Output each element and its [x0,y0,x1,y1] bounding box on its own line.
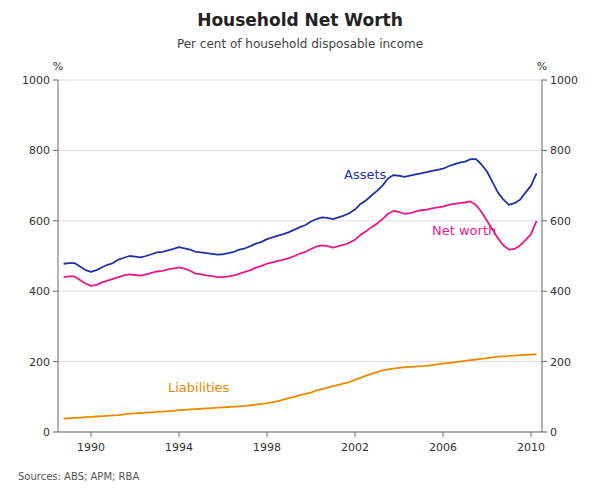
y-tick [53,432,58,433]
annotations: Assets Net worth Liabilities [168,167,496,395]
x-tick [443,432,444,437]
series-label: Assets [344,167,387,182]
series-line [64,354,537,418]
x-tick-label: 1994 [165,441,193,454]
x-tick-label: 1998 [253,441,281,454]
grid-line [58,361,542,362]
grid-line [58,80,542,81]
y2-tick-label: 600 [550,215,571,228]
y2-tick [542,432,547,433]
x-tick [355,432,356,437]
y-axis-label: % [53,60,63,73]
x-axis-line [58,432,542,433]
source: Sources: ABS; APM; RBA [18,471,139,482]
y2-tick [542,291,547,292]
series-line [64,159,537,272]
y-tick-label: 800 [29,144,50,157]
x-tick-label: 2010 [517,441,545,454]
y2-tick-label: 200 [550,356,571,369]
series-label: Net worth [432,223,496,238]
series-label: Liabilities [168,380,230,395]
y-tick-label: 1000 [22,74,50,87]
y-tick-label: 200 [29,356,50,369]
grid-line [58,220,542,221]
y2-tick-label: 800 [550,144,571,157]
series-line [64,201,537,285]
y2-tick-label: 0 [550,426,557,439]
x-tick [267,432,268,437]
y-tick [53,291,58,292]
grid [58,80,542,432]
x-tick [91,432,92,437]
chart: Household Net Worth Per cent of household… [0,0,600,488]
title: Household Net Worth [197,10,403,30]
y2-tick [542,150,547,151]
grid-line [58,432,542,433]
grid-line [58,150,542,151]
y-tick [53,80,58,81]
y2-axis-label: % [537,60,547,73]
lines [64,159,537,418]
y2-tick [542,220,547,221]
y-axis-line [58,80,59,432]
y2-axis-line [542,80,543,432]
x-tick-label: 2006 [429,441,457,454]
subtitle: Per cent of household disposable income [177,37,423,51]
y-tick [53,220,58,221]
y-tick-label: 0 [43,426,50,439]
x-tick-label: 2002 [341,441,369,454]
x-tick [531,432,532,437]
y2-tick [542,361,547,362]
x-tick-label: 1990 [77,441,105,454]
y2-tick-label: 1000 [550,74,578,87]
x-tick [179,432,180,437]
y-tick [53,150,58,151]
axes: 0 200 400 600 800 1000 0 200 400 600 800 1000 1990 19… [22,74,578,454]
y-tick [53,361,58,362]
y2-tick-label: 400 [550,285,571,298]
y-tick-label: 400 [29,285,50,298]
y2-tick [542,80,547,81]
y-tick-label: 600 [29,215,50,228]
grid-line [58,291,542,292]
